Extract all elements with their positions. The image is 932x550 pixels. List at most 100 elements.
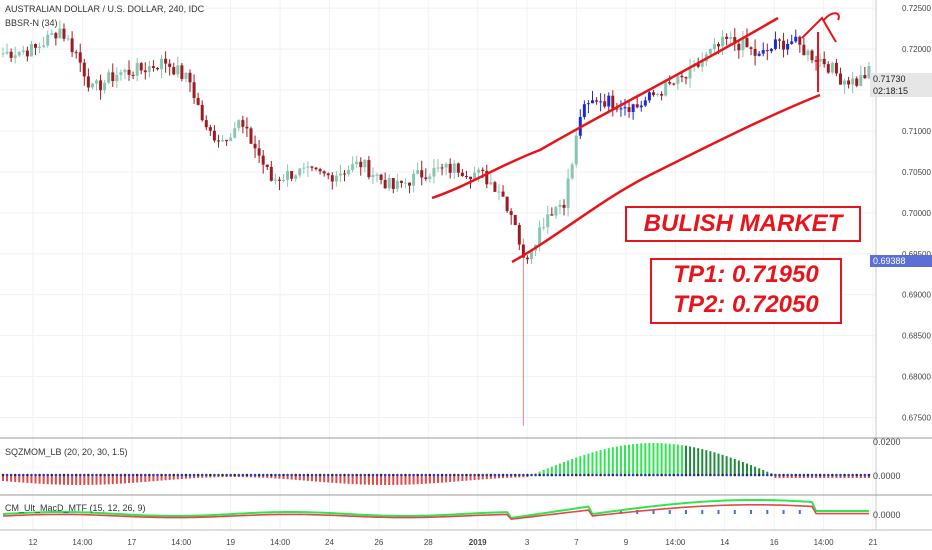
sqz-histogram-bar <box>680 445 683 475</box>
sqz-dot <box>574 473 578 477</box>
candle-body <box>147 66 151 73</box>
sqz-dot <box>806 473 810 477</box>
sqz-dot <box>184 473 188 477</box>
sqz-histogram-bar <box>412 475 415 485</box>
sqz-histogram-bar <box>689 446 692 475</box>
sqz-histogram-bar <box>859 475 862 478</box>
sqz-dot <box>818 473 822 477</box>
candle-body <box>29 44 33 57</box>
sqz-dot <box>54 473 58 477</box>
date-tick-label: 14:00 <box>171 538 192 547</box>
sqz-histogram-bar <box>282 475 285 479</box>
sqz-histogram-bar <box>380 475 383 485</box>
lower-trend-line <box>511 93 821 264</box>
price-tick-label: 0.68000 <box>902 373 931 382</box>
sqz-dot <box>672 473 676 477</box>
sqz-dot <box>213 473 216 477</box>
sqz-dot <box>363 473 367 477</box>
sqz-histogram-bar <box>510 475 513 478</box>
sqz-histogram-bar <box>615 446 618 475</box>
sqz-dot <box>489 473 493 477</box>
candle-body <box>448 163 452 173</box>
sqz-histogram-bar <box>827 475 830 478</box>
candle-body <box>798 36 802 45</box>
candle-body <box>347 169 351 175</box>
candle-body <box>180 65 184 79</box>
sqz-histogram-bar <box>729 457 732 475</box>
countdown-badge: 02:18:15 <box>870 85 932 97</box>
sqz-dot <box>534 473 537 477</box>
sqz-dot <box>278 473 281 477</box>
candle-body <box>464 176 468 178</box>
candle-body <box>428 176 432 179</box>
sqz-histogram-bar <box>847 475 850 478</box>
candle-body <box>501 191 505 197</box>
candle-body <box>469 176 473 179</box>
candle-body <box>582 104 586 118</box>
sqz-histogram-bar <box>404 475 407 485</box>
sqz-histogram-bar <box>571 459 574 475</box>
candle-body <box>212 130 216 141</box>
candle-series <box>1 20 871 426</box>
sqz-indicator-label: SQZMOM_LB (20, 20, 30, 1.5) <box>5 447 128 457</box>
sqz-dot <box>424 473 428 477</box>
sqz-dot <box>542 473 546 477</box>
take-profit-box: TP1: 0.71950 TP2: 0.72050 <box>650 258 842 324</box>
candle-body <box>269 166 273 181</box>
candle-body <box>493 182 497 192</box>
sqz-histogram-bar <box>843 475 846 478</box>
candle-body <box>769 48 773 52</box>
candle-body <box>107 72 111 83</box>
sqz-histogram-bar <box>599 450 602 475</box>
candle-body <box>521 244 525 258</box>
tp1-label: TP1: 0.71950 <box>673 261 819 288</box>
candle-body <box>538 227 542 245</box>
sqz-histogram-bar <box>119 475 122 484</box>
candle-body <box>777 39 781 41</box>
sqz-histogram-bar <box>26 475 29 483</box>
date-tick-label: 7 <box>574 538 579 547</box>
sqz-histogram-bar <box>636 443 639 475</box>
candle-body <box>103 82 107 91</box>
sqz-dot <box>99 473 102 477</box>
sqz-dot <box>668 473 672 477</box>
sqz-histogram-bar <box>766 471 769 475</box>
candle-body <box>233 128 237 138</box>
candle-body <box>717 44 721 47</box>
sqz-histogram-bar <box>644 443 647 475</box>
candle-body <box>334 175 338 182</box>
candle-body <box>509 211 513 215</box>
time-axis: 12 14:00 17 14:00 19 14:00 24 26 28 2019 3 7 9 14:00 1… <box>29 538 878 547</box>
candle-body <box>725 36 729 39</box>
date-tick-label: 14 <box>720 538 729 547</box>
sqz-histogram-bar <box>701 449 704 475</box>
sqz-top-tick: 0.0200 <box>873 437 901 447</box>
candle-body <box>391 177 395 189</box>
price-tick-label: 0.69000 <box>902 291 931 300</box>
sqz-dot <box>200 473 204 477</box>
candle-body <box>562 204 566 208</box>
sqz-histogram-bar <box>758 468 761 475</box>
sqz-dot <box>822 473 826 477</box>
candle-body <box>330 175 334 182</box>
sqz-dot <box>440 473 444 477</box>
candle-body <box>9 51 13 58</box>
sqz-dot <box>387 473 391 477</box>
candle-body <box>74 52 78 54</box>
sqz-histogram-bar <box>359 475 362 485</box>
sqz-histogram-bar <box>371 475 374 485</box>
sqz-dot <box>444 473 448 477</box>
candle-body <box>70 38 74 53</box>
sqz-histogram-bar <box>437 475 439 483</box>
sqz-dot <box>396 473 399 477</box>
sqz-dot <box>74 473 78 477</box>
sqz-histogram-bar <box>713 452 716 475</box>
macd-histogram-bar <box>701 510 704 514</box>
date-tick-label: 2019 <box>469 538 487 547</box>
sqz-dot <box>143 473 147 477</box>
candle-body <box>757 53 761 56</box>
sqz-dot <box>843 473 846 477</box>
sqz-histogram-bar <box>587 453 590 475</box>
sqz-dot <box>749 473 753 477</box>
price-tick-label: 0.70500 <box>902 168 931 177</box>
